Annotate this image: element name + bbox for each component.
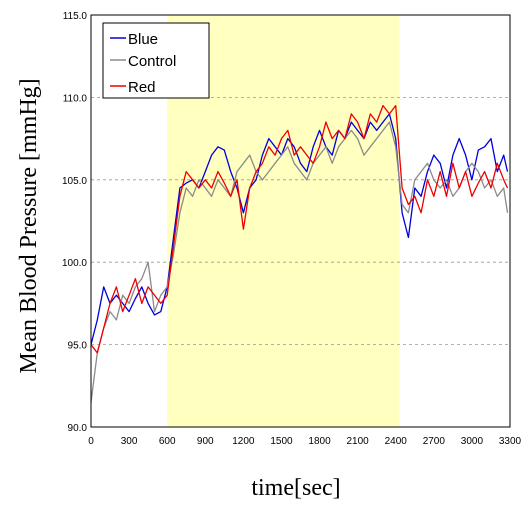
series-group xyxy=(90,104,509,403)
series-line-blue xyxy=(90,113,509,345)
x-tick-label: 2100 xyxy=(347,436,370,447)
grid-lines xyxy=(91,97,510,346)
x-tick-label: 3000 xyxy=(461,436,484,447)
series-line-red xyxy=(90,104,509,354)
y-tick-label: 100.0 xyxy=(62,258,87,269)
y-axis-title: Mean Blood Pressure [mmHg] xyxy=(16,78,42,373)
y-tick-label: 110.0 xyxy=(63,93,88,104)
x-tick-label: 1200 xyxy=(232,436,255,447)
x-tick-label: 1800 xyxy=(308,436,331,447)
legend-label-red: Red xyxy=(128,79,156,96)
x-tick-label: 900 xyxy=(197,436,214,447)
y-tick-label: 90.0 xyxy=(68,423,88,434)
legend-label-blue: Blue xyxy=(128,31,158,48)
x-tick-label: 2400 xyxy=(385,436,408,447)
x-tick-label: 300 xyxy=(121,436,138,447)
x-tick-label: 1500 xyxy=(270,436,293,447)
y-tick-label: 115.0 xyxy=(63,11,88,22)
x-axis-title: time[sec] xyxy=(251,475,340,501)
y-tick-labels: 90.0 95.0 100.0 105.0 110.0 115.0 xyxy=(62,11,87,434)
x-tick-label: 3300 xyxy=(499,436,522,447)
x-tick-labels: 0 300 600 900 1200 1500 1800 2100 2400 2700 3000 33… xyxy=(88,436,521,447)
x-tick-label: 2700 xyxy=(423,436,446,447)
y-tick-label: 105.0 xyxy=(62,176,87,187)
plot-frame xyxy=(90,14,511,428)
series-line-control xyxy=(90,121,509,403)
legend-label-control: Control xyxy=(128,53,176,70)
y-tick-label: 95.0 xyxy=(68,341,88,352)
x-tick-label: 0 xyxy=(88,436,94,447)
x-tick-label: 600 xyxy=(159,436,176,447)
legend: Blue Control Red xyxy=(102,22,210,99)
